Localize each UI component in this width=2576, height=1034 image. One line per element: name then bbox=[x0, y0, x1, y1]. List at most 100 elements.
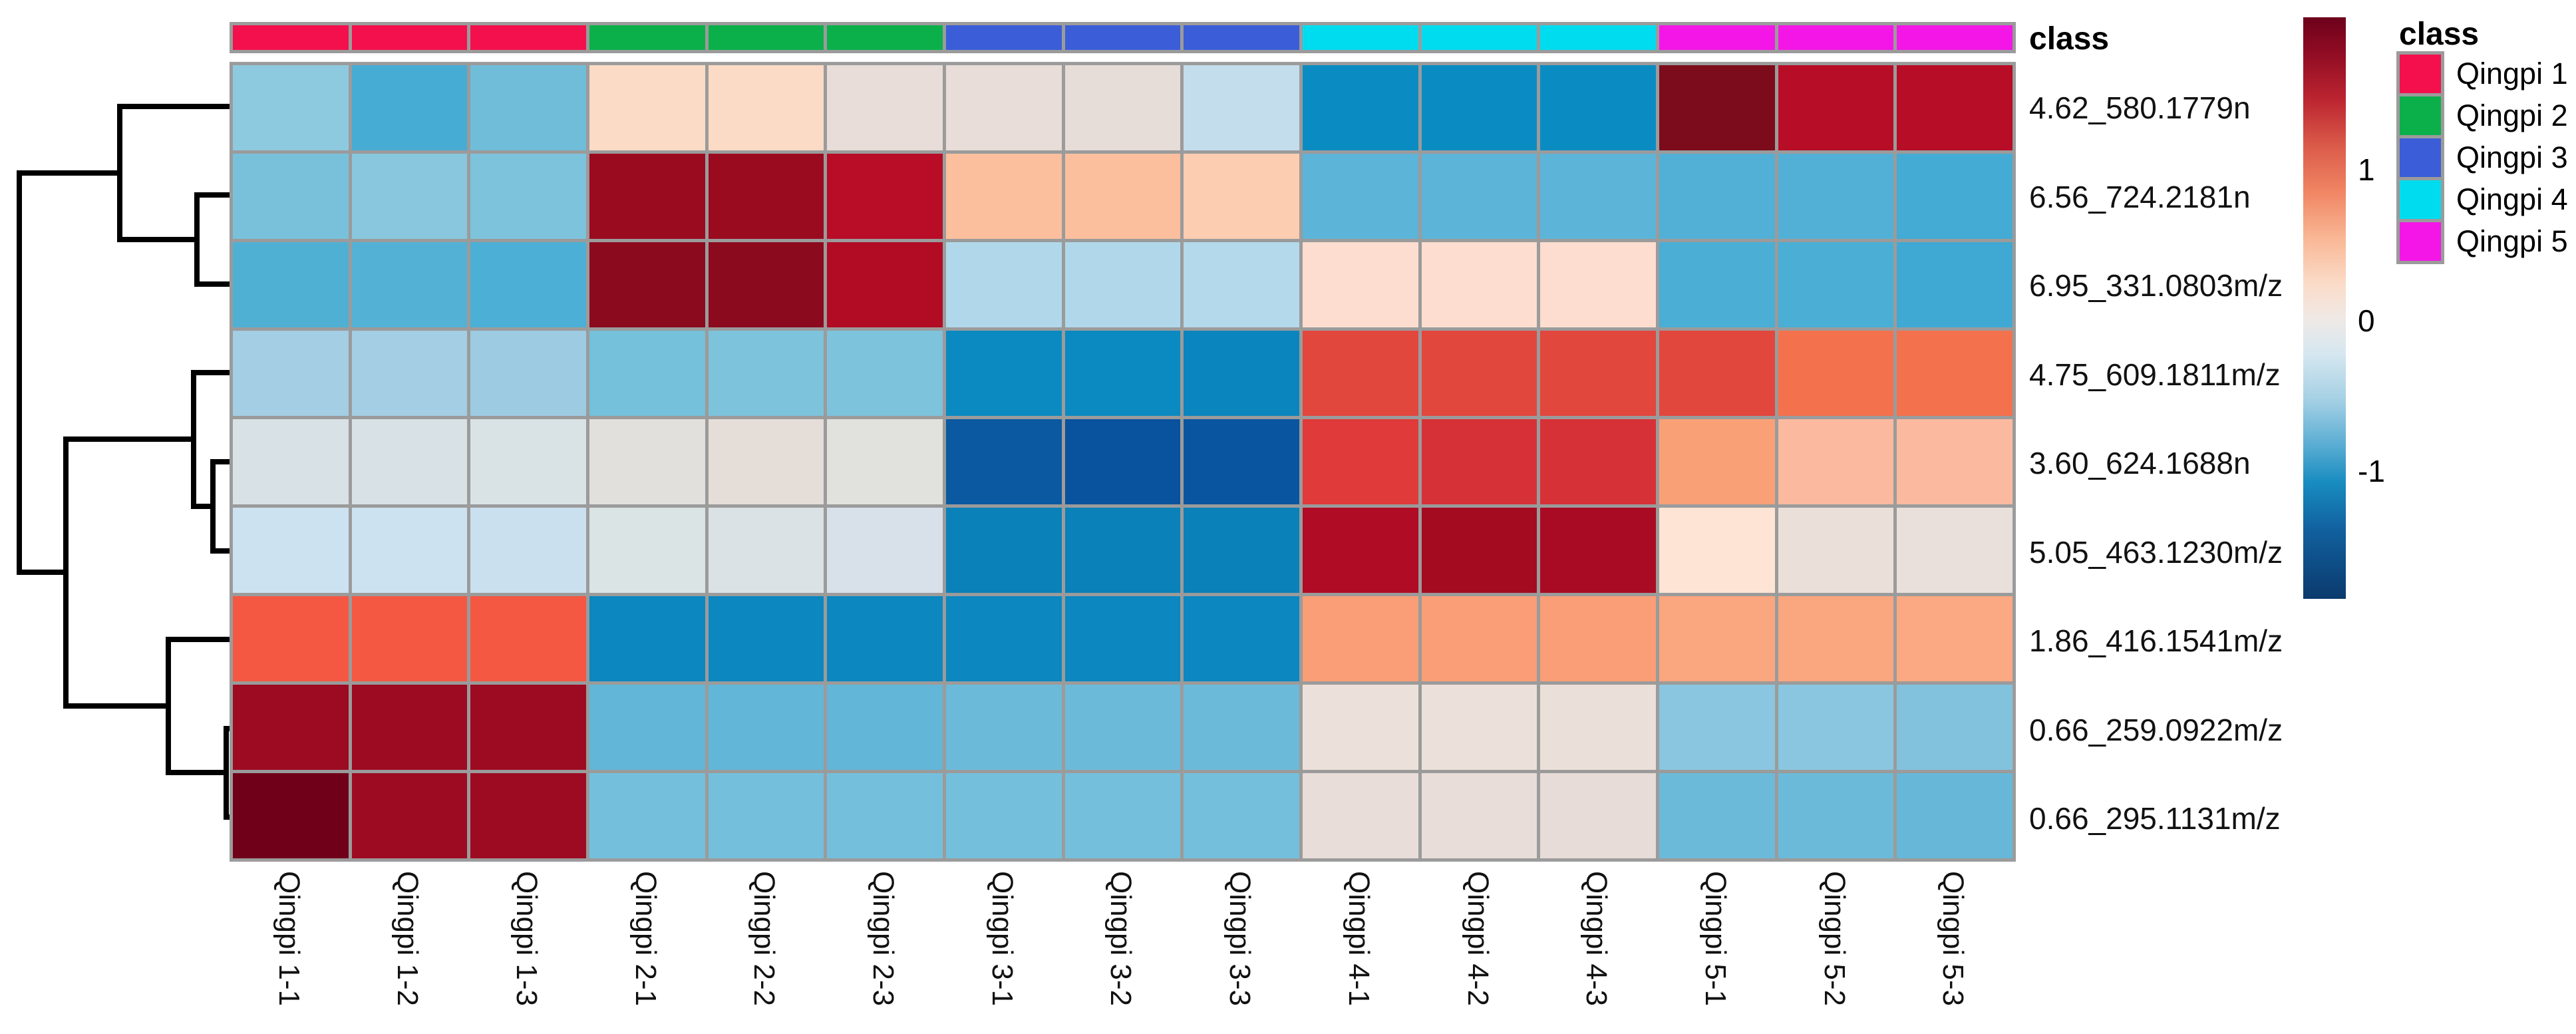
legend-swatch bbox=[2396, 51, 2444, 96]
heatmap-cell bbox=[589, 242, 705, 327]
column-label: Qingpi 4-1 bbox=[1342, 871, 1375, 1007]
heatmap-cell bbox=[589, 596, 705, 681]
heatmap-cell bbox=[1184, 242, 1299, 327]
heatmap-cell bbox=[1421, 65, 1537, 150]
row-label: 6.56_724.2181n bbox=[2029, 179, 2251, 214]
heatmap-cell bbox=[351, 508, 468, 593]
row-label: 0.66_259.0922m/z bbox=[2029, 712, 2283, 747]
heatmap-cell bbox=[827, 685, 943, 770]
class-bar-segment bbox=[827, 25, 943, 50]
heatmap-cell bbox=[1184, 331, 1299, 416]
heatmap-cell bbox=[827, 154, 943, 239]
heatmap-cell bbox=[1184, 685, 1299, 770]
class-bar-segment bbox=[1184, 25, 1300, 50]
heatmap-cell bbox=[589, 154, 705, 239]
class-bar-segment bbox=[1303, 25, 1418, 50]
class-bar-segment bbox=[589, 25, 705, 50]
heatmap-cell bbox=[351, 596, 468, 681]
heatmap-cell bbox=[589, 65, 705, 150]
colorbar-tick-label: -1 bbox=[2358, 453, 2385, 488]
heatmap-cell bbox=[470, 419, 586, 504]
row-label: 1.86_416.1541m/z bbox=[2029, 623, 2283, 658]
heatmap-cell bbox=[1897, 773, 2012, 858]
heatmap-cell bbox=[589, 419, 705, 504]
row-label: 5.05_463.1230m/z bbox=[2029, 534, 2283, 570]
class-bar-segment bbox=[470, 25, 587, 50]
heatmap-cell bbox=[946, 419, 1062, 504]
column-label: Qingpi 2-3 bbox=[867, 871, 900, 1007]
column-label: Qingpi 1-2 bbox=[391, 871, 424, 1007]
heatmap-cell bbox=[946, 242, 1062, 327]
heatmap-cell bbox=[233, 508, 349, 593]
heatmap-cell bbox=[351, 685, 468, 770]
heatmap-cell bbox=[1659, 242, 1775, 327]
heatmap-cell bbox=[946, 596, 1062, 681]
heatmap-cell bbox=[1064, 508, 1181, 593]
heatmap-cell bbox=[1421, 331, 1537, 416]
heatmap-cell bbox=[1540, 419, 1656, 504]
heatmap-cell bbox=[708, 65, 824, 150]
heatmap-cell bbox=[1540, 685, 1656, 770]
column-label: Qingpi 2-2 bbox=[748, 871, 781, 1007]
heatmap-cell bbox=[827, 419, 943, 504]
class-bar-segment bbox=[1897, 25, 2013, 50]
heatmap-cell bbox=[470, 154, 586, 239]
heatmap-cell bbox=[708, 154, 824, 239]
heatmap-cell bbox=[1421, 508, 1537, 593]
heatmap-cell bbox=[1303, 419, 1418, 504]
heatmap-cell bbox=[1184, 596, 1299, 681]
heatmap-cell bbox=[470, 596, 586, 681]
heatmap-cell bbox=[233, 154, 349, 239]
class-bar-segment bbox=[946, 25, 1062, 50]
heatmap-cell bbox=[233, 685, 349, 770]
legend-label: Qingpi 5 bbox=[2456, 224, 2568, 258]
heatmap-cell bbox=[1184, 65, 1299, 150]
class-bar-segment bbox=[708, 25, 824, 50]
heatmap-cell bbox=[708, 331, 824, 416]
heatmap-cell bbox=[1064, 242, 1181, 327]
heatmap-cell bbox=[1303, 773, 1418, 858]
heatmap-cell bbox=[708, 419, 824, 504]
heatmap-cell bbox=[827, 242, 943, 327]
row-label: 0.66_295.1131m/z bbox=[2029, 801, 2281, 836]
legend-label: Qingpi 2 bbox=[2456, 98, 2568, 132]
heatmap-cell bbox=[1778, 331, 1894, 416]
heatmap-cell bbox=[1778, 685, 1894, 770]
heatmap-cell bbox=[1659, 596, 1775, 681]
heatmap-cell bbox=[827, 773, 943, 858]
heatmap-cell bbox=[351, 419, 468, 504]
heatmap-cell bbox=[1064, 773, 1181, 858]
class-bar-segment bbox=[1540, 25, 1657, 50]
heatmap-cell bbox=[1064, 685, 1181, 770]
heatmap-cell bbox=[351, 331, 468, 416]
heatmap-cell bbox=[1659, 154, 1775, 239]
class-bar-segment bbox=[1421, 25, 1537, 50]
heatmap-cell bbox=[1184, 508, 1299, 593]
heatmap-cell bbox=[708, 596, 824, 681]
heatmap-cell bbox=[1303, 154, 1418, 239]
column-label: Qingpi 5-1 bbox=[1698, 871, 1732, 1007]
legend-label: Qingpi 3 bbox=[2456, 140, 2568, 174]
heatmap-cell bbox=[1897, 685, 2012, 770]
heatmap-cell bbox=[1897, 508, 2012, 593]
heatmap-cell bbox=[1778, 65, 1894, 150]
heatmap-cell bbox=[470, 773, 586, 858]
heatmap-cell bbox=[589, 331, 705, 416]
heatmap-cell bbox=[1659, 685, 1775, 770]
heatmap-cell bbox=[233, 419, 349, 504]
heatmap-cell bbox=[1778, 419, 1894, 504]
legend-title: class bbox=[2399, 17, 2480, 52]
heatmap-cell bbox=[1897, 154, 2012, 239]
legend-swatch bbox=[2396, 177, 2444, 222]
heatmap-cell bbox=[1064, 596, 1181, 681]
heatmap-cell bbox=[1421, 154, 1537, 239]
class-bar-segment bbox=[1064, 25, 1181, 50]
heatmap-cell bbox=[1184, 154, 1299, 239]
heatmap-cell bbox=[1421, 242, 1537, 327]
heatmap-cell bbox=[1303, 596, 1418, 681]
heatmap-cell bbox=[1778, 773, 1894, 858]
column-label: Qingpi 1-1 bbox=[272, 871, 305, 1007]
heatmap-cell bbox=[1659, 65, 1775, 150]
heatmap-cell bbox=[589, 685, 705, 770]
heatmap-cell bbox=[233, 65, 349, 150]
